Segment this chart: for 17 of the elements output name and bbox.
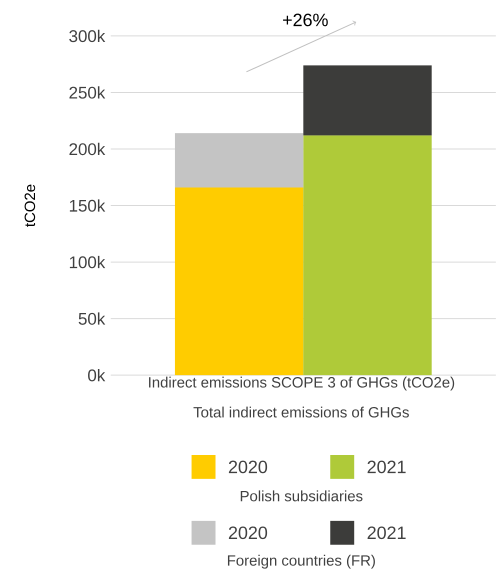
text: Polish subsidiaries [240,490,362,502]
y-tick-label: 50k [78,312,106,325]
legend-label: 2021 [367,526,406,540]
y-tick-label: 150k [70,199,106,212]
text: Foreign countries (FR) [228,554,375,569]
y-tick-label: 0k [88,368,106,382]
y-tick-label: 250k [69,86,106,99]
legend-label: 2020 [228,526,267,540]
legend-label: 2021 [367,460,406,474]
legend-label: 2020 [228,460,267,474]
y-axis-title: tCO2e [24,184,35,227]
text: Total indirect emissions of GHGs [193,406,409,418]
x-axis-title: Indirect emissions SCOPE 3 of GHGs (tCO2e) [148,376,454,391]
y-tick-label: 200k [69,142,106,156]
text: +26% [282,14,328,26]
y-tick-label: 300k [69,30,106,42]
y-tick-label: 100k [70,256,106,268]
